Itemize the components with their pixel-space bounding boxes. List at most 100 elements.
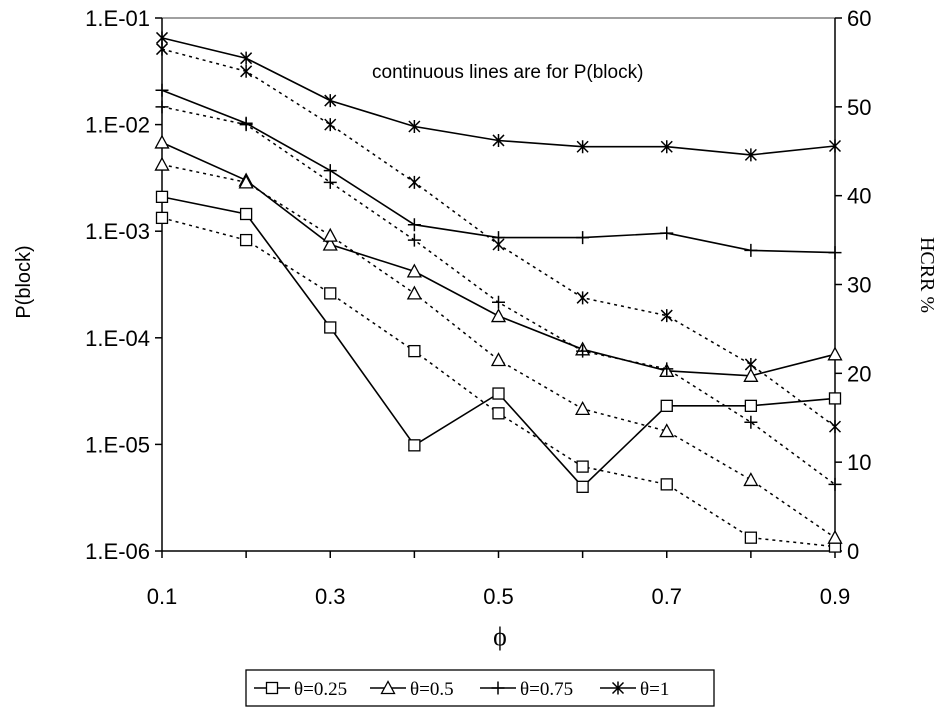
- p-block-point: [576, 480, 589, 493]
- hcrr-point: [238, 174, 254, 189]
- x-axis: 0.1 0.3 0.5 0.7 0.9: [147, 551, 851, 609]
- p-block-line: [161, 89, 836, 254]
- hcrr-point: [407, 233, 421, 247]
- y-right-tick-label: 20: [847, 361, 871, 386]
- y-left-tick-label: 1.E-06: [85, 539, 150, 564]
- p-block-point: [743, 367, 759, 382]
- legend-label: θ=0.75: [520, 679, 573, 700]
- y-left-tick-label: 1.E-02: [85, 113, 150, 138]
- p-block-point: [828, 392, 842, 405]
- x-tick-label: 0.1: [147, 584, 178, 609]
- y-right-tick-label: 0: [847, 539, 859, 564]
- series-square-hcrr: [155, 211, 842, 553]
- hcrr-point: [576, 291, 589, 305]
- p-block-point: [323, 164, 337, 178]
- p-block-point: [828, 139, 842, 153]
- hcrr-point: [408, 344, 421, 358]
- y-axis-left-label: P(block): [13, 245, 35, 318]
- y-right-tick-label: 40: [847, 184, 871, 209]
- hcrr-point: [323, 175, 337, 189]
- annotation-text: continuous lines are for P(block): [372, 62, 643, 83]
- hcrr-point: [324, 287, 337, 300]
- hcrr-point: [322, 227, 338, 242]
- p-block-point: [408, 119, 421, 133]
- series-star-hcrr: [155, 42, 842, 434]
- p-block-point: [240, 51, 253, 65]
- hcrr-point: [576, 344, 590, 358]
- p-block-point: [239, 207, 253, 221]
- hcrr-point: [324, 118, 337, 132]
- legend-marker: [265, 681, 279, 695]
- plot-frame: [161, 17, 836, 552]
- legend-label: θ=0.5: [410, 679, 454, 700]
- y-left-tick-label: 1.E-03: [85, 219, 150, 244]
- hcrr-point: [827, 529, 843, 544]
- hcrr-point: [492, 295, 505, 309]
- right-axis: 60 50 40 30 20 10 0: [835, 6, 871, 564]
- hcrr-point: [406, 285, 422, 300]
- left-axis: 1.E-01 1.E-02 1.E-03 1.E-04 1.E-05 1.E-06: [85, 6, 162, 564]
- series-triangle-p-block: [154, 134, 843, 382]
- series-triangle-hcrr: [154, 156, 843, 544]
- hcrr-point: [744, 357, 757, 371]
- p-block-line: [161, 141, 836, 377]
- y-right-tick-label: 50: [847, 95, 871, 120]
- p-block-point: [154, 134, 170, 149]
- hcrr-point: [744, 415, 758, 429]
- y-left-tick-label: 1.E-05: [85, 432, 150, 457]
- hcrr-line: [161, 106, 836, 486]
- legend-marker: [380, 680, 396, 695]
- p-block-point: [322, 236, 338, 251]
- legend: θ=0.25 θ=0.5 θ=0.75 θ=1: [245, 669, 715, 707]
- legend-entry-square: θ=0.25: [254, 679, 347, 700]
- hcrr-point: [660, 309, 673, 323]
- p-block-point: [744, 399, 758, 412]
- legend-label: θ=1: [640, 679, 669, 700]
- x-tick-label: 0.5: [483, 584, 514, 609]
- p-block-point: [324, 94, 337, 108]
- hcrr-point: [240, 64, 253, 78]
- legend-marker: [491, 681, 505, 695]
- hcrr-point: [828, 420, 842, 434]
- legend-entry-plus: θ=0.75: [480, 679, 573, 700]
- x-tick-label: 0.3: [315, 584, 346, 609]
- y-axis-right-label: HCRR %: [916, 237, 938, 313]
- x-tick-label: 0.9: [820, 584, 851, 609]
- p-block-point: [155, 190, 169, 204]
- p-block-point: [828, 246, 842, 260]
- x-tick-label: 0.7: [651, 584, 682, 609]
- hcrr-point: [660, 478, 673, 491]
- hcrr-point: [155, 211, 169, 225]
- hcrr-point: [408, 175, 421, 189]
- p-block-point: [744, 148, 757, 162]
- hcrr-point: [575, 401, 591, 416]
- hcrr-point: [239, 118, 253, 132]
- hcrr-line: [161, 163, 836, 539]
- series-square-p-block: [155, 190, 842, 493]
- hcrr-point: [743, 472, 759, 487]
- p-block-point: [744, 243, 758, 257]
- hcrr-line: [161, 217, 836, 548]
- p-block-point: [660, 226, 674, 240]
- hcrr-point: [576, 460, 589, 473]
- hcrr-point: [660, 362, 674, 376]
- p-block-point: [407, 218, 421, 232]
- series-plus-hcrr: [155, 100, 842, 491]
- hcrr-point: [155, 100, 169, 114]
- y-left-tick-label: 1.E-04: [85, 326, 150, 351]
- p-block-point: [827, 346, 843, 361]
- legend-entry-triangle: θ=0.5: [370, 679, 454, 700]
- hcrr-point: [492, 407, 505, 420]
- hcrr-point: [828, 477, 842, 491]
- hcrr-point: [659, 423, 675, 438]
- hcrr-point: [154, 156, 170, 171]
- hcrr-point: [490, 352, 507, 367]
- p-block-point: [492, 133, 505, 147]
- p-block-point: [492, 387, 505, 400]
- legend-entry-star: θ=1: [600, 679, 669, 700]
- series-star-p-block: [155, 31, 842, 162]
- p-block-point: [155, 31, 169, 45]
- x-axis-label: ϕ: [493, 622, 507, 651]
- series-plus-p-block: [155, 83, 842, 260]
- p-block-point: [408, 439, 421, 452]
